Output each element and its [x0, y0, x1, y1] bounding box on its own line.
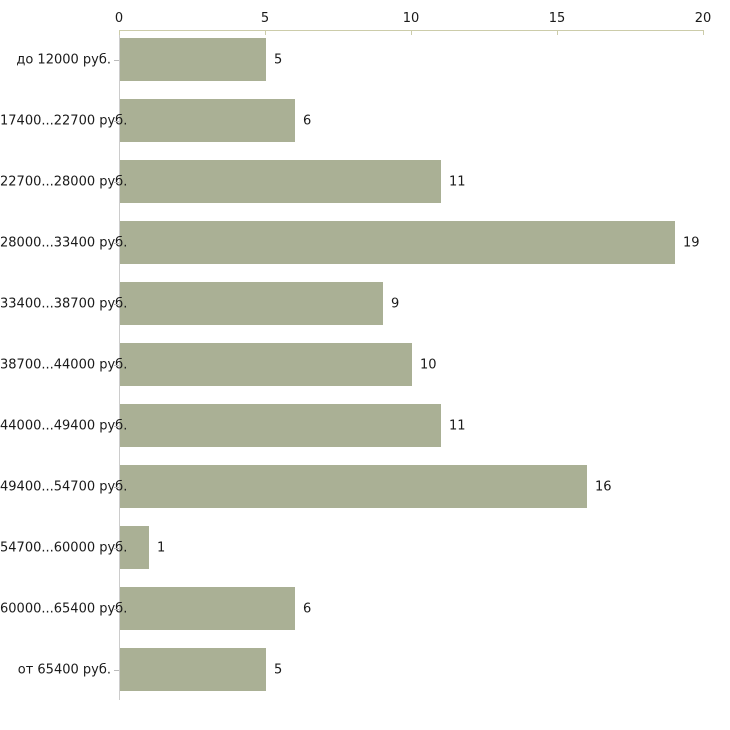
- category-label: до 12000 руб.: [16, 52, 111, 67]
- x-axis-tick-label: 10: [402, 11, 420, 26]
- category-tick: [114, 364, 119, 366]
- category-tick: [114, 120, 119, 122]
- x-axis-tick-label: 0: [114, 11, 124, 26]
- x-axis-tick: [411, 30, 412, 35]
- bar: [120, 465, 587, 508]
- x-axis-tick: [557, 30, 558, 35]
- y-axis-line: [119, 30, 120, 700]
- category-label: 22700...28000 руб.: [0, 174, 128, 189]
- category-tick: [114, 608, 119, 610]
- category-tick: [114, 669, 119, 671]
- category-label: 17400...22700 руб.: [0, 113, 128, 128]
- category-tick: [114, 242, 119, 244]
- bar: [120, 221, 675, 264]
- category-tick: [114, 425, 119, 427]
- bar-value-label: 19: [683, 235, 700, 250]
- category-tick: [114, 486, 119, 488]
- x-axis-tick: [703, 30, 704, 35]
- bar: [120, 526, 149, 569]
- bar-value-label: 11: [449, 174, 466, 189]
- x-axis-tick: [265, 30, 266, 35]
- category-tick: [114, 547, 119, 549]
- category-label: 38700...44000 руб.: [0, 357, 128, 372]
- bar-value-label: 10: [420, 357, 437, 372]
- category-label: от 65400 руб.: [17, 662, 111, 677]
- bar: [120, 343, 412, 386]
- bar: [120, 99, 295, 142]
- x-axis-tick: [119, 30, 120, 35]
- category-tick: [114, 303, 119, 305]
- x-axis-tick-label: 15: [548, 11, 566, 26]
- category-label: 28000...33400 руб.: [0, 235, 128, 250]
- bar: [120, 160, 441, 203]
- bar-value-label: 1: [157, 540, 166, 555]
- bar: [120, 587, 295, 630]
- category-label: 33400...38700 руб.: [0, 296, 128, 311]
- x-axis-tick-label: 20: [694, 11, 712, 26]
- bar-value-label: 11: [449, 418, 466, 433]
- category-label: 60000...65400 руб.: [0, 601, 128, 616]
- category-label: 54700...60000 руб.: [0, 540, 128, 555]
- bar: [120, 404, 441, 447]
- bar-value-label: 6: [303, 113, 312, 128]
- x-axis-tick-label: 5: [260, 11, 270, 26]
- bar: [120, 38, 266, 81]
- category-label: 49400...54700 руб.: [0, 479, 128, 494]
- bar-value-label: 5: [274, 662, 283, 677]
- bar-value-label: 5: [274, 52, 283, 67]
- bar-value-label: 6: [303, 601, 312, 616]
- bar: [120, 282, 383, 325]
- category-label: 44000...49400 руб.: [0, 418, 128, 433]
- bar: [120, 648, 266, 691]
- category-tick: [114, 181, 119, 183]
- bar-value-label: 9: [391, 296, 400, 311]
- category-tick: [114, 59, 119, 61]
- bar-value-label: 16: [595, 479, 612, 494]
